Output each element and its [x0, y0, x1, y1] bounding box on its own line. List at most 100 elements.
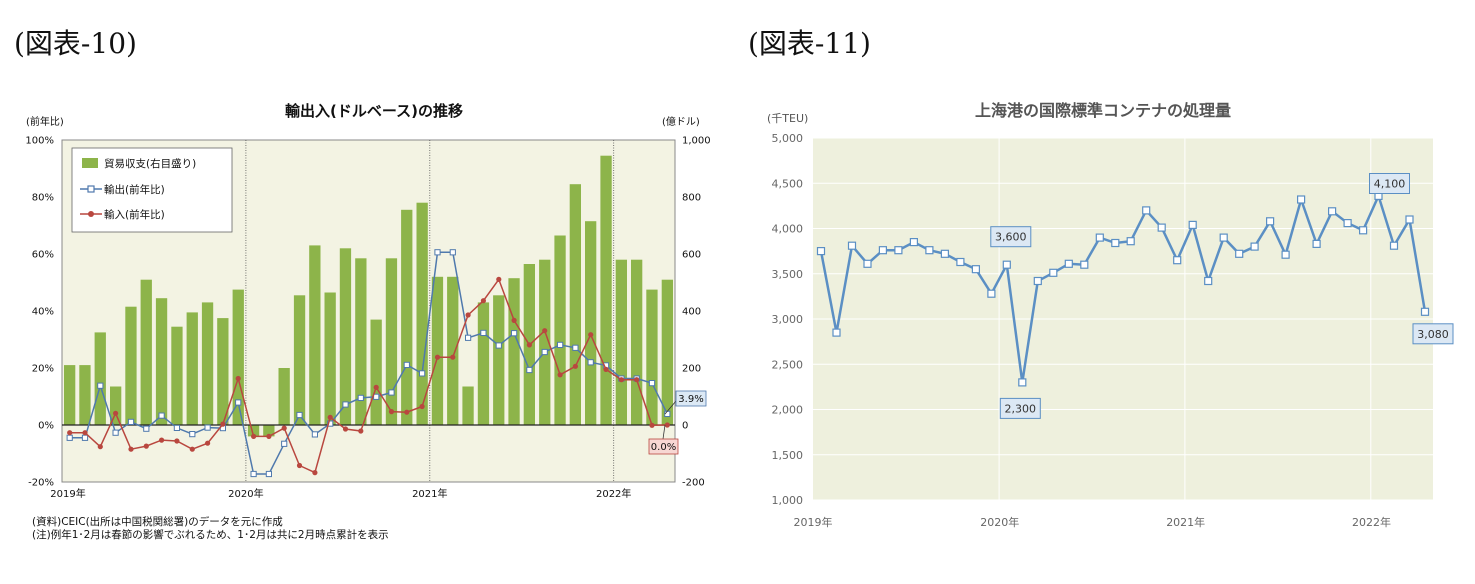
imports-point — [235, 375, 241, 382]
data-point — [1250, 242, 1259, 251]
trade-balance-bar — [79, 365, 91, 425]
right-tick-label: 200 — [682, 364, 701, 375]
y-tick-label: 1,000 — [772, 494, 804, 507]
exports-point — [327, 420, 334, 427]
imports-point — [67, 430, 73, 436]
shanghai-series — [816, 191, 1430, 387]
data-point — [1219, 233, 1228, 242]
right-tick-label: 600 — [682, 250, 701, 261]
exports-point — [204, 424, 211, 431]
data-point — [1111, 238, 1120, 248]
trade-balance-bar — [94, 332, 106, 425]
left-tick-label: -20% — [28, 478, 54, 489]
exports-point — [373, 393, 380, 400]
callout-label: 3,080 — [1417, 328, 1449, 341]
imports-point — [526, 342, 533, 348]
trade-balance-bar — [401, 209, 413, 425]
callout-exports: 3.9% — [678, 394, 703, 405]
axis-ticks: 100% 80% 60% 40% 20% 0% -20% 1,000 800 600 400 200 0… — [25, 136, 710, 501]
callout-box — [990, 226, 1032, 248]
exports-point — [419, 370, 426, 377]
data-point — [925, 246, 934, 255]
data-point — [1033, 276, 1042, 286]
x-year-label: 2020年 — [980, 515, 1019, 529]
imports-point — [342, 426, 349, 432]
imports-point — [251, 433, 257, 439]
imports-point — [649, 422, 655, 428]
data-point — [1204, 276, 1213, 286]
y-tick-label: 4,500 — [772, 177, 804, 190]
callout-box-exports — [675, 390, 707, 407]
imports-point — [312, 470, 318, 476]
y-tick-label: 3,000 — [772, 313, 804, 326]
imports-point — [419, 403, 425, 410]
data-point — [909, 238, 918, 247]
trade-balance-bar — [646, 289, 658, 425]
exports-point — [173, 424, 181, 431]
y-tick-label: 2,000 — [772, 404, 804, 417]
imports-point — [511, 317, 517, 323]
data-point — [1173, 256, 1182, 265]
shanghai-grid — [813, 137, 1433, 501]
data-point — [847, 241, 857, 250]
y-tick-label: 1,500 — [772, 449, 804, 462]
trade-balance-bar — [64, 365, 76, 425]
trade-balance-bar — [493, 295, 505, 425]
imports-point — [174, 438, 180, 444]
right-tick-label: 800 — [682, 193, 701, 204]
y-tick-label: 3,500 — [772, 268, 804, 281]
imports-point — [480, 298, 486, 304]
imports-point — [358, 428, 364, 434]
imports-point — [327, 414, 333, 420]
data-point — [1157, 223, 1166, 232]
left-tick-label: 20% — [32, 364, 54, 375]
trade-balance-bar — [462, 386, 474, 425]
x-year-label: 2020年 — [228, 487, 263, 500]
data-point — [1002, 260, 1011, 269]
data-point — [1358, 226, 1368, 235]
imports-point — [603, 366, 609, 372]
exports-point — [495, 342, 502, 349]
trade-balance-bar — [155, 298, 168, 425]
callout-box — [1412, 323, 1454, 345]
trade-balance-bar — [569, 184, 581, 425]
callout-label: 4,100 — [1374, 178, 1406, 191]
x-year-label: 2022年 — [596, 487, 631, 500]
y-tick-label: 2,500 — [772, 358, 804, 371]
trade-balance-bar — [447, 276, 459, 425]
trade-balance-bar — [508, 278, 520, 425]
imports-point — [128, 446, 134, 452]
y-tick-label: 4,000 — [772, 223, 804, 236]
callout-box — [999, 397, 1041, 419]
callout-box — [1369, 173, 1410, 194]
trade-balance-bar — [201, 302, 214, 425]
x-year-label: 2019年 — [50, 487, 85, 500]
data-point — [1064, 259, 1073, 268]
data-point — [863, 259, 872, 268]
right-tick-label: 400 — [682, 307, 701, 318]
trade-balance-bar — [217, 318, 229, 425]
exports-point — [281, 440, 288, 447]
imports-point — [450, 354, 456, 360]
exports-point — [250, 470, 257, 478]
data-point — [971, 265, 980, 274]
x-year-label: 2019年 — [794, 515, 833, 529]
exports-point — [97, 382, 104, 389]
data-point — [1327, 207, 1337, 216]
shanghai-callouts: 3,600 2,300 4,100 3,080 — [990, 173, 1454, 419]
source-note: (資料)CEIC(出所は中国税関総署)のデータを元に作成 — [32, 516, 283, 528]
trade-balance-bar — [661, 279, 673, 425]
exports-point — [158, 412, 165, 419]
x-year-label: 2021年 — [1166, 515, 1205, 529]
left-tick-label: 60% — [32, 250, 54, 261]
exports-point — [235, 399, 242, 406]
trade-balance-bar — [370, 319, 382, 425]
data-point — [1265, 217, 1275, 226]
shanghai-axis-ticks: 5,000 4,500 4,000 3,500 3,000 2,500 2,000 1,500… — [772, 132, 1392, 529]
trade-balance-bar — [278, 368, 290, 425]
legend-label-balance: 貿易収支(右目盛り) — [104, 157, 196, 170]
imports-point — [113, 410, 119, 416]
trade-balance-bar — [539, 259, 551, 425]
imports-point — [205, 440, 211, 446]
imports-point — [281, 425, 287, 431]
